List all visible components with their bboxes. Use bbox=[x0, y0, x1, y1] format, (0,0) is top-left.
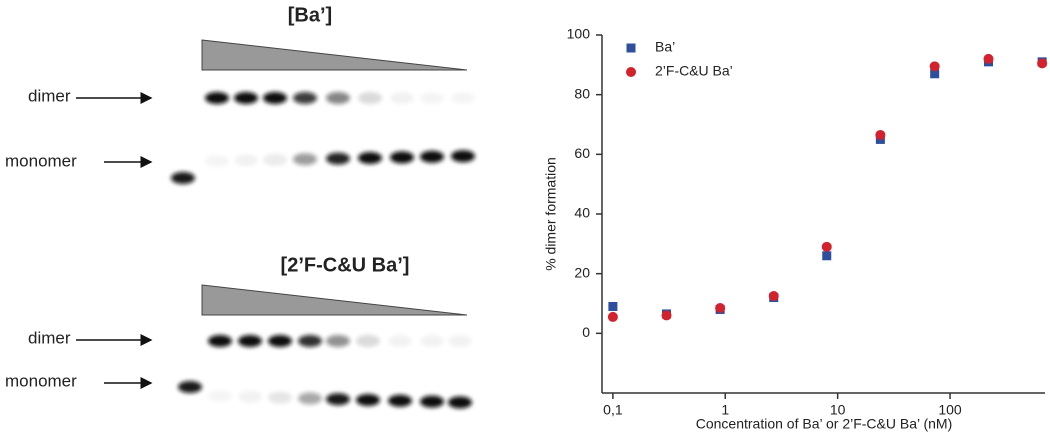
legend-label: 2’F-C&U Ba’ bbox=[655, 63, 733, 79]
x-tick-label: 10 bbox=[830, 402, 846, 418]
gradient-triangle bbox=[201, 284, 468, 316]
y-tick-label: 0 bbox=[582, 324, 590, 340]
gel-band bbox=[293, 92, 317, 104]
point bbox=[821, 241, 832, 252]
gel-band bbox=[326, 393, 350, 406]
dimer-label: dimer bbox=[28, 328, 71, 347]
x-axis-label: Concentration of Ba’ or 2’F-C&U Ba’ (nM) bbox=[696, 416, 953, 432]
scatter-chart: % dimer formation Concentration of Ba’ o… bbox=[543, 26, 1048, 432]
gel-band bbox=[268, 391, 292, 404]
gel-band bbox=[238, 390, 262, 403]
legend-marker bbox=[626, 67, 636, 77]
gel-title: [Ba’] bbox=[288, 4, 332, 26]
monomer-label: monomer bbox=[5, 371, 77, 390]
gel-band bbox=[356, 335, 380, 347]
y-tick-label: 80 bbox=[574, 85, 590, 101]
gel-band bbox=[388, 394, 412, 407]
gel-band bbox=[234, 154, 258, 167]
x-tick-label: 100 bbox=[938, 402, 962, 418]
monomer-label: monomer bbox=[5, 151, 77, 170]
gel-band bbox=[234, 92, 258, 104]
legend-marker bbox=[626, 43, 636, 53]
gel-band bbox=[178, 381, 202, 393]
gel-band bbox=[263, 153, 287, 166]
gel-band bbox=[263, 92, 287, 104]
gel-band bbox=[451, 92, 475, 104]
gel-band bbox=[205, 92, 229, 104]
y-tick-label: 40 bbox=[574, 205, 590, 221]
gel-band bbox=[358, 152, 382, 164]
gel-band bbox=[298, 335, 322, 347]
y-tick-label: 60 bbox=[574, 145, 590, 161]
gel-band bbox=[171, 172, 195, 184]
gel-band bbox=[448, 335, 472, 347]
gel-band bbox=[298, 392, 322, 405]
point bbox=[768, 291, 779, 302]
dimer-label: dimer bbox=[28, 86, 71, 105]
gel-band bbox=[388, 335, 412, 347]
gel-band bbox=[205, 155, 229, 167]
point bbox=[929, 61, 940, 72]
gel-title: [2’F-C&U Ba’] bbox=[281, 254, 410, 276]
x-tick-label: 0,1 bbox=[603, 402, 623, 418]
y-axis-label: % dimer formation bbox=[543, 157, 559, 271]
gel-band bbox=[326, 335, 350, 347]
gel-band bbox=[420, 150, 444, 163]
gel-band bbox=[238, 335, 262, 347]
gel-band bbox=[390, 151, 414, 164]
legend-label: Ba’ bbox=[655, 39, 675, 55]
x-tick-label: 1 bbox=[721, 402, 729, 418]
gel-band bbox=[208, 335, 232, 347]
point bbox=[715, 302, 726, 313]
gel-panels: [Ba’] dimer monomer [2’F-C&U Ba’] dimer … bbox=[5, 4, 475, 409]
point bbox=[875, 129, 886, 140]
gel-band bbox=[268, 335, 292, 347]
gel-band bbox=[451, 150, 475, 163]
gel-band bbox=[326, 92, 350, 104]
gel-band bbox=[390, 92, 414, 104]
y-tick-label: 100 bbox=[567, 26, 591, 42]
point bbox=[1037, 58, 1048, 69]
gel-band bbox=[420, 92, 444, 104]
gel-band bbox=[356, 394, 380, 406]
point bbox=[607, 311, 618, 322]
point bbox=[983, 53, 994, 64]
gel-band bbox=[420, 395, 444, 408]
point bbox=[608, 301, 618, 311]
gel-band bbox=[208, 390, 232, 402]
point bbox=[661, 310, 672, 321]
gel-band bbox=[293, 153, 317, 166]
gel-band bbox=[358, 92, 382, 104]
point bbox=[930, 69, 940, 79]
gel-band bbox=[420, 335, 444, 347]
gel-band bbox=[326, 152, 350, 165]
point bbox=[822, 251, 832, 261]
y-tick-label: 20 bbox=[574, 264, 590, 280]
gel-band bbox=[448, 396, 472, 409]
gradient-triangle bbox=[201, 39, 468, 71]
